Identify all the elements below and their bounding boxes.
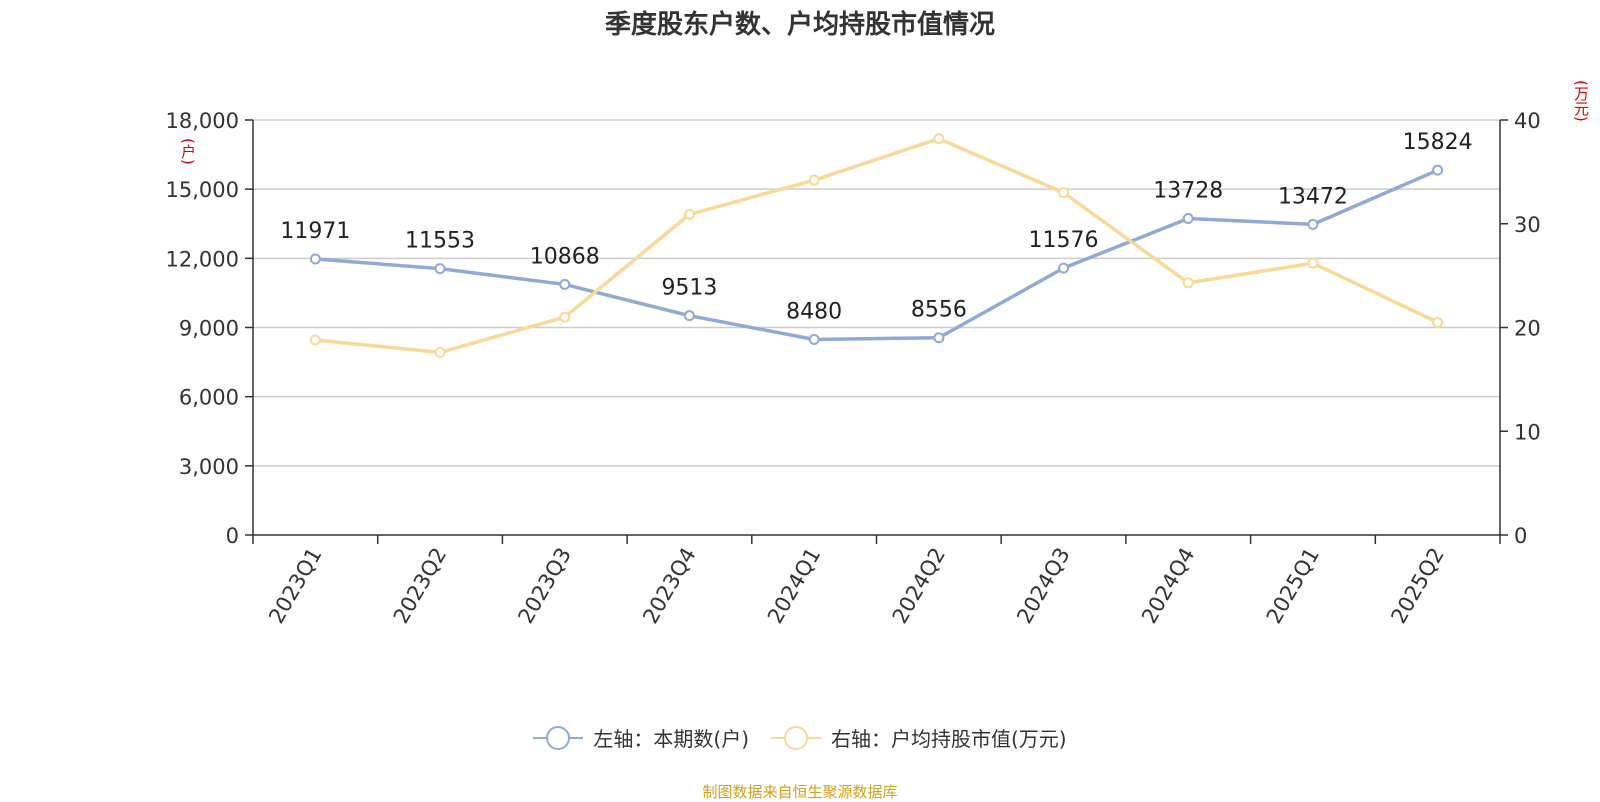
left-axis-tick-label: 0 [226, 524, 239, 548]
x-axis-tick-label: 2023Q4 [638, 544, 700, 628]
data-label: 11553 [405, 229, 475, 254]
left-axis-tick-label: 15,000 [166, 178, 239, 202]
right-axis-unit-label: (万元) [1572, 80, 1590, 122]
left-axis-tick-label: 18,000 [166, 109, 239, 133]
data-point-0 [1307, 218, 1319, 230]
right-axis-tick-label: 0 [1514, 524, 1527, 548]
right-axis-tick-label: 40 [1514, 109, 1541, 133]
data-point-1 [559, 311, 571, 323]
data-point-0 [933, 332, 945, 344]
right-axis-tick-label: 10 [1514, 420, 1541, 444]
data-point-0 [1182, 212, 1194, 224]
left-axis-tick-label: 12,000 [166, 247, 239, 271]
left-axis-unit-label: (户) [179, 138, 197, 165]
data-label: 15824 [1403, 130, 1473, 155]
x-axis-tick-label: 2025Q1 [1262, 544, 1324, 628]
left-axis-tick-label: 9,000 [179, 317, 239, 341]
series-line-1 [315, 136, 1439, 355]
data-point-1 [683, 208, 695, 220]
data-point-1 [1182, 277, 1194, 289]
series-line-0 [315, 168, 1439, 342]
x-axis-tick-label: 2024Q4 [1137, 544, 1199, 628]
data-point-1 [1432, 316, 1444, 328]
left-axis-tick-label: 6,000 [179, 386, 239, 410]
source-note: 制图数据来自恒生聚源数据库 [702, 783, 898, 801]
data-label: 11971 [280, 219, 350, 244]
data-point-1 [1058, 187, 1070, 199]
data-label: 13728 [1153, 178, 1223, 203]
left-axis-tick-label: 3,000 [179, 455, 239, 479]
data-label: 11576 [1029, 228, 1099, 253]
data-point-1 [933, 133, 945, 145]
data-label: 8556 [911, 298, 967, 323]
data-point-1 [808, 174, 820, 186]
legend: 左轴：本期数(户) 右轴：户均持股市值(万元) [0, 723, 1600, 752]
x-axis-tick-label: 2023Q2 [389, 544, 451, 628]
legend-item-households[interactable]: 左轴：本期数(户) [533, 723, 749, 752]
legend-marker-households [533, 725, 584, 750]
data-point-1 [309, 334, 321, 346]
data-label: 9513 [661, 276, 717, 301]
data-point-0 [1432, 164, 1444, 176]
legend-label-households: 左轴：本期数(户) [593, 727, 749, 751]
data-point-0 [683, 310, 695, 322]
x-axis-tick-label: 2025Q2 [1386, 544, 1448, 628]
data-point-0 [559, 278, 571, 290]
right-axis-tick-label: 20 [1514, 317, 1541, 341]
data-point-0 [808, 333, 820, 345]
x-axis-tick-label: 2024Q1 [763, 544, 825, 628]
chart-title: 季度股东户数、户均持股市值情况 [604, 10, 995, 40]
x-axis-tick-label: 2023Q3 [514, 544, 576, 628]
legend-label-avg-value: 右轴：户均持股市值(万元) [831, 727, 1067, 751]
data-point-1 [434, 346, 446, 358]
data-point-0 [1058, 262, 1070, 274]
data-label: 8480 [786, 299, 842, 324]
data-label: 10868 [530, 244, 600, 269]
data-label: 13472 [1278, 184, 1348, 209]
x-axis-tick-label: 2023Q1 [264, 544, 326, 628]
x-axis-tick-label: 2024Q3 [1012, 544, 1074, 628]
right-axis-tick-label: 30 [1514, 213, 1541, 237]
data-point-0 [309, 253, 321, 265]
legend-item-avg-value[interactable]: 右轴：户均持股市值(万元) [771, 723, 1067, 752]
legend-marker-avg-value [771, 725, 821, 750]
data-point-1 [1307, 257, 1319, 269]
x-axis-tick-label: 2024Q2 [888, 544, 950, 628]
data-point-0 [434, 263, 446, 275]
